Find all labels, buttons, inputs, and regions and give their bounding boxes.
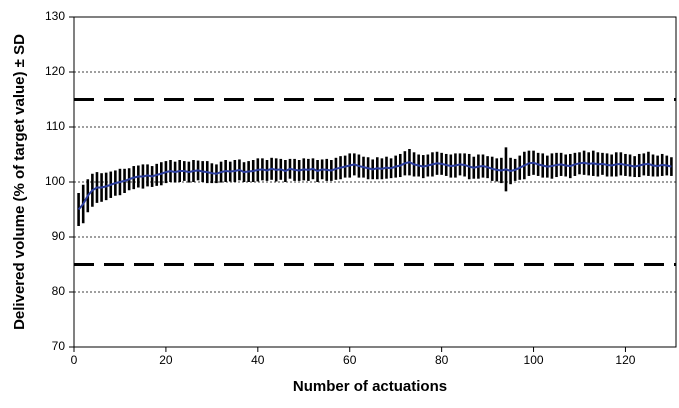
x-tick-label: 100 [524, 353, 544, 367]
x-axis-title: Number of actuations [293, 378, 447, 395]
x-tick-label: 60 [343, 353, 357, 367]
y-tick-label: 130 [45, 9, 65, 23]
y-tick-label: 120 [45, 64, 65, 78]
x-tick-label: 120 [615, 353, 635, 367]
y-tick-label: 80 [52, 284, 66, 298]
x-tick-label: 0 [71, 353, 78, 367]
y-tick-label: 90 [52, 229, 66, 243]
x-tick-label: 20 [159, 353, 173, 367]
plot-frame [73, 16, 677, 348]
series-line [77, 161, 672, 211]
y-axis-title: Delivered volume (% of target value) ± S… [11, 34, 28, 330]
x-tick-label: 40 [251, 353, 265, 367]
y-tick-label: 70 [52, 339, 66, 353]
y-tick-label: 110 [46, 119, 65, 133]
x-tick-label: 80 [435, 353, 449, 367]
y-tick-label: 100 [45, 174, 65, 188]
